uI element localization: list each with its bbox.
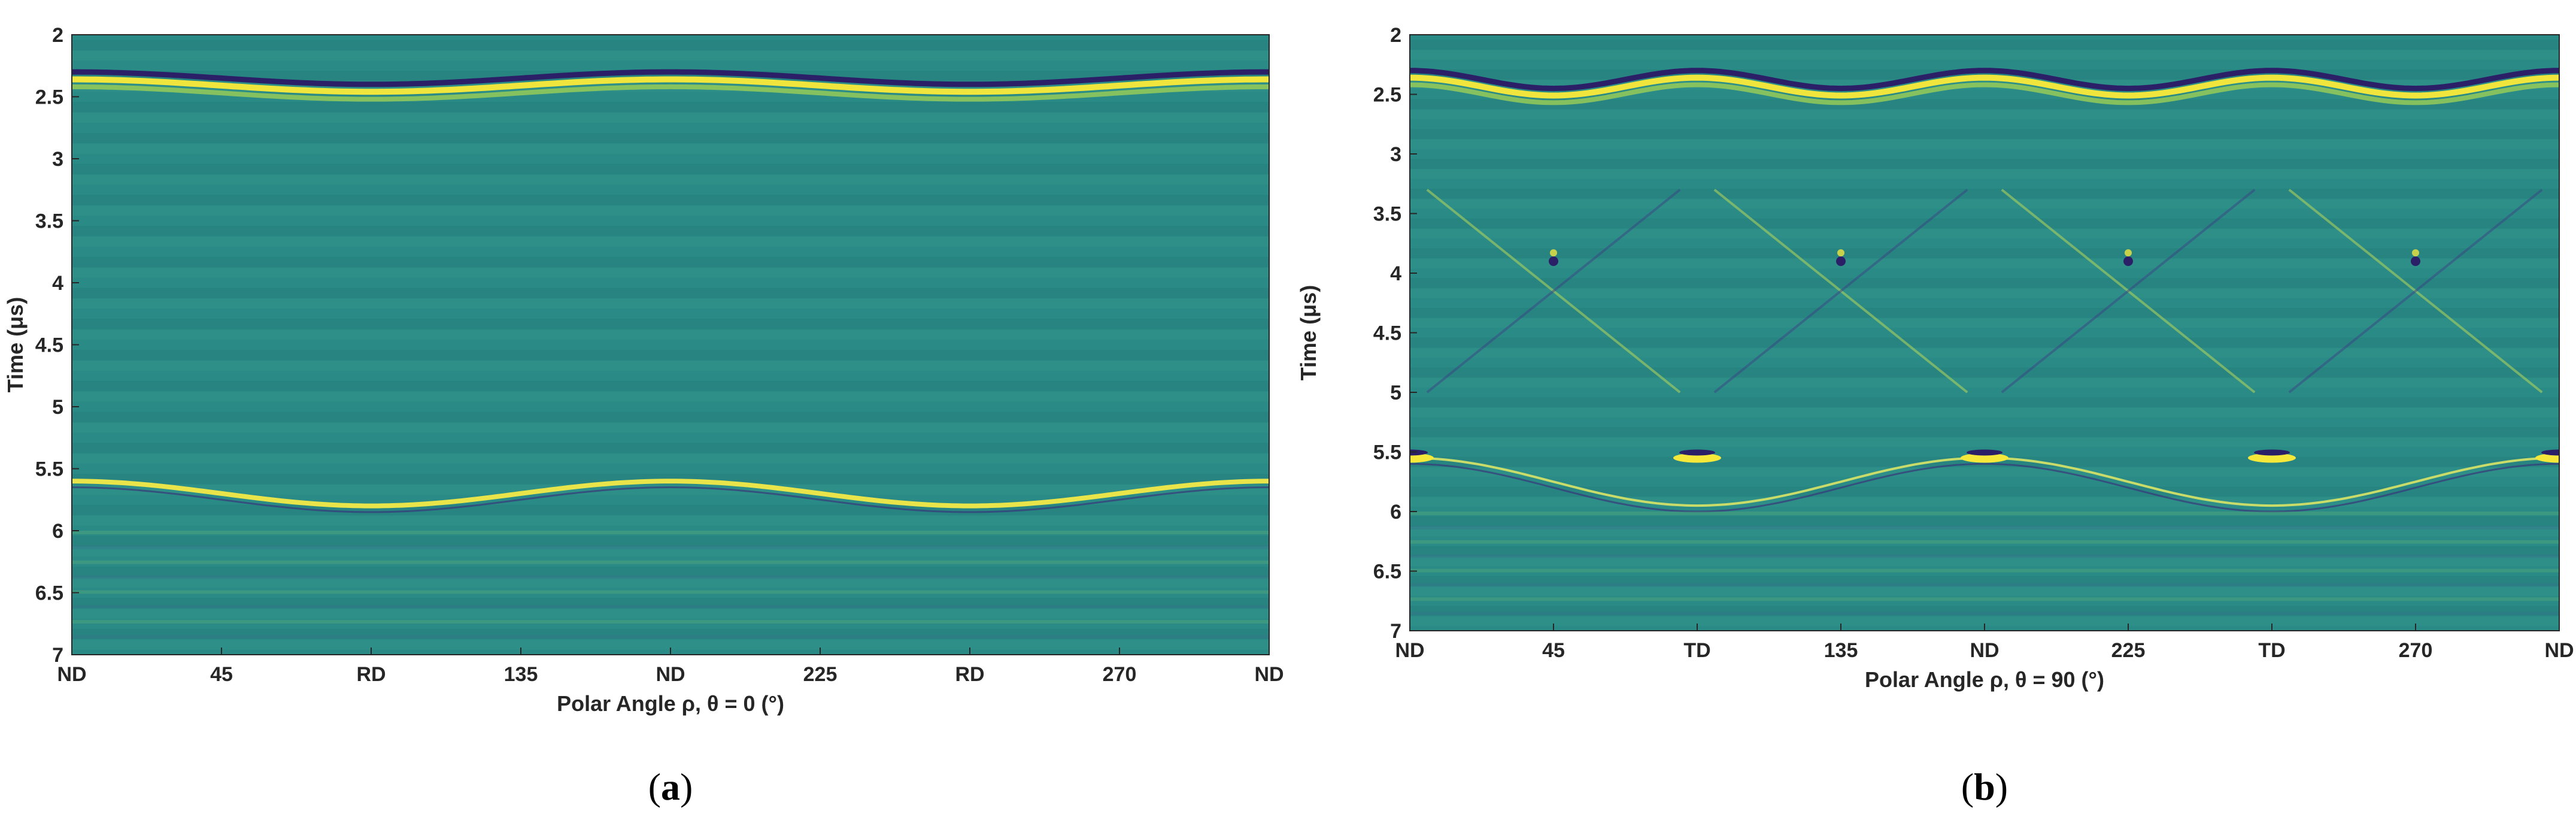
y-tick-label: 4.5 bbox=[35, 334, 63, 357]
y-tick-label: 2.5 bbox=[1373, 84, 1401, 107]
x-tick-label: 225 bbox=[803, 663, 838, 686]
y-tick-label: 6.5 bbox=[1373, 561, 1401, 583]
echo-hotspot bbox=[1673, 453, 1721, 463]
x-tick-label: ND bbox=[1970, 639, 1999, 662]
y-tick-label: 5.5 bbox=[35, 458, 63, 481]
y-tick-label: 7 bbox=[1390, 620, 1401, 643]
y-axis-label: Time (μs) bbox=[1296, 285, 1321, 380]
x-tick-label: RD bbox=[955, 663, 984, 686]
y-tick-label: 3 bbox=[52, 148, 63, 171]
y-tick-label: 4.5 bbox=[1373, 322, 1401, 345]
x-tick-label: ND bbox=[1395, 639, 1424, 662]
shear-wave-crossings bbox=[1426, 189, 2543, 394]
x-axis-label: Polar Angle ρ, θ = 0 (°) bbox=[557, 691, 784, 716]
y-tick-label: 3.5 bbox=[1373, 203, 1401, 226]
y-tick-label: 2 bbox=[1390, 24, 1401, 47]
y-tick-label: 6.5 bbox=[35, 582, 63, 605]
panel-label: (a) bbox=[648, 766, 693, 808]
x-tick-label: ND bbox=[57, 663, 86, 686]
y-tick-label: 6 bbox=[1390, 501, 1401, 524]
x-tick-label: 225 bbox=[2111, 639, 2146, 662]
y-tick-label: 7 bbox=[52, 644, 63, 667]
y-tick-label: 5.5 bbox=[1373, 441, 1401, 464]
y-tick-label: 2.5 bbox=[35, 86, 63, 109]
y-tick-label: 3 bbox=[1390, 143, 1401, 166]
y-tick-label: 3.5 bbox=[35, 210, 63, 233]
panel-label: (b) bbox=[1961, 766, 2008, 808]
echo-hotspot bbox=[2535, 453, 2559, 463]
panel-b: 2 2.5 3 3.5 4 4.5 5 5.5 6 6.5 7 ND 45 TD 135 ND 225 TD 270… bbox=[1287, 0, 2576, 826]
panel-a: 2 2.5 3 3.5 4 4.5 5 5.5 6 6.5 7 ND 45 RD 135 ND 225 RD 270… bbox=[0, 0, 1287, 826]
x-axis-label: Polar Angle ρ, θ = 90 (°) bbox=[1865, 667, 2104, 692]
y-tick-label: 2 bbox=[52, 24, 63, 47]
heatmap-image bbox=[1410, 35, 2559, 631]
front-wall-echo bbox=[72, 69, 1269, 87]
y-tick-label: 4 bbox=[1390, 262, 1401, 285]
heatmap-image bbox=[72, 35, 1269, 655]
x-tick-label: 270 bbox=[1103, 663, 1137, 686]
y-axis-label: Time (μs) bbox=[3, 297, 28, 392]
x-tick-label: 135 bbox=[1824, 639, 1858, 662]
x-tick-label: 45 bbox=[210, 663, 233, 686]
back-wall-echo bbox=[72, 479, 1269, 509]
x-tick-label: 45 bbox=[1542, 639, 1565, 662]
front-wall-echo bbox=[1410, 68, 2559, 92]
x-tick-label: RD bbox=[356, 663, 386, 686]
y-tick-label: 4 bbox=[52, 272, 63, 295]
echo-hotspot bbox=[1410, 453, 1434, 463]
x-tick-label: ND bbox=[656, 663, 685, 686]
x-tick-label: TD bbox=[2258, 639, 2285, 662]
echo-hotspot bbox=[1961, 453, 2008, 463]
y-tick-label: 5 bbox=[52, 396, 63, 419]
x-tick-label: ND bbox=[1254, 663, 1284, 686]
echo-hotspot bbox=[2248, 453, 2296, 463]
y-tick-label: 6 bbox=[52, 520, 63, 543]
x-tick-label: ND bbox=[2544, 639, 2574, 662]
x-tick-label: 135 bbox=[504, 663, 538, 686]
x-tick-label: TD bbox=[1683, 639, 1710, 662]
y-tick-label: 5 bbox=[1390, 382, 1401, 404]
x-tick-label: 270 bbox=[2399, 639, 2433, 662]
